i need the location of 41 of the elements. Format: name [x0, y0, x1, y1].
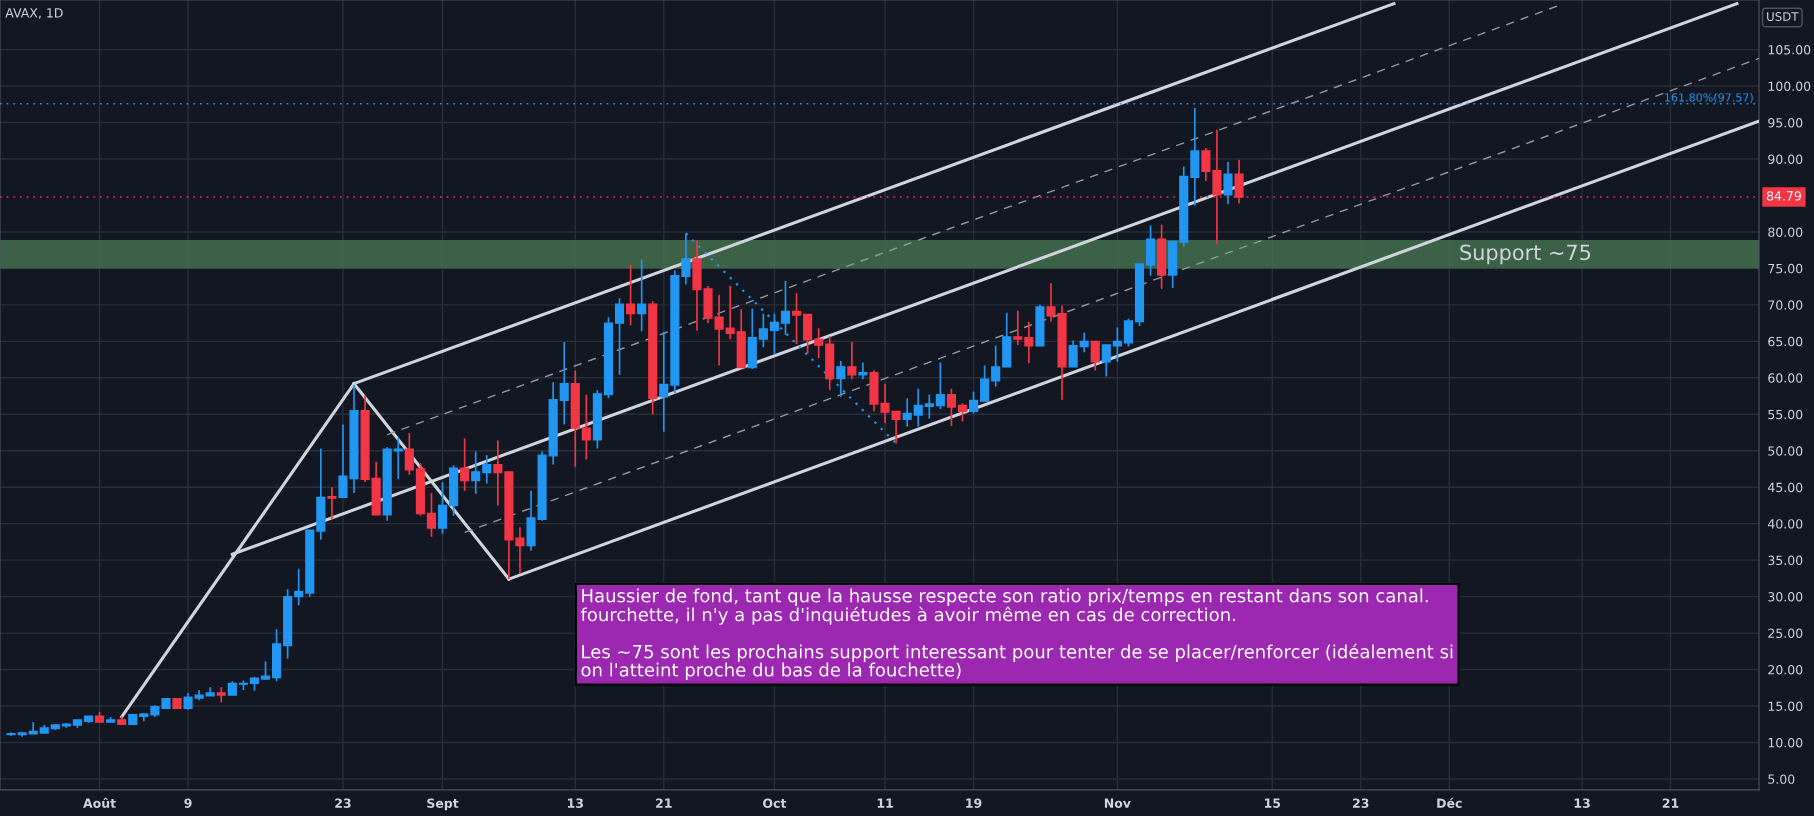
y-tick-label: 70.00	[1768, 300, 1803, 310]
x-tick-label: 23	[335, 798, 351, 808]
y-tick-label: 15.00	[1768, 701, 1803, 711]
y-tick-label: 60.00	[1768, 373, 1803, 383]
y-tick-label: 25.00	[1768, 628, 1803, 638]
x-tick-label: 15	[1264, 798, 1281, 808]
y-tick-label: 95.00	[1768, 118, 1803, 128]
y-tick-label: 50.00	[1768, 446, 1803, 456]
y-tick-label: 45.00	[1767, 482, 1803, 493]
ref-line-label: 161.80%(97.57)	[1665, 93, 1753, 103]
x-tick-label: 21	[656, 798, 672, 808]
y-tick-label: 65.00	[1768, 336, 1803, 347]
y-tick-label: 75.00	[1768, 263, 1803, 274]
y-axis-title: USDT	[1767, 12, 1799, 21]
y-tick-label: 90.00	[1768, 154, 1803, 164]
x-tick-label: Déc	[1437, 797, 1462, 808]
y-tick-label: 40.00	[1767, 519, 1803, 529]
x-tick-label: Oct	[763, 798, 787, 808]
band-label: Support ~75	[1460, 244, 1591, 265]
x-tick-label: Sept	[427, 798, 459, 811]
annotation: Haussier de fond, tant que la hausse respecte son ratio prix/temps en restant dans son canal. fourchette, il n'y a pas d'inquiétudes à avoir même en cas de correction. Les ~75 sont les prochains support interessant pour tenter de se placer/renforcer (idéalement si on l'atteint proche du bas de la fouchette)	[580, 588, 1453, 681]
x-tick-label: 21	[1662, 798, 1679, 808]
x-tick-label: 13	[1574, 798, 1590, 808]
x-tick-label: 23	[1353, 798, 1369, 808]
x-tick-label: Nov	[1104, 798, 1131, 808]
y-tick-label: 5.00	[1768, 774, 1795, 784]
y-tick-label: 100.00	[1768, 81, 1811, 91]
y-tick-label: 10.00	[1768, 737, 1803, 748]
x-tick-label: 9	[184, 798, 192, 808]
y-tick-label: 55.00	[1768, 409, 1803, 420]
ref-line-label: 84.79	[1766, 191, 1801, 201]
y-tick-label: 20.00	[1768, 665, 1803, 675]
y-tick-label: 80.00	[1768, 227, 1803, 237]
y-tick-label: 35.00	[1768, 555, 1803, 566]
x-tick-label: 13	[568, 798, 583, 808]
x-tick-label: 19	[966, 798, 982, 808]
text: AVAX, 1D	[5, 8, 63, 19]
x-tick-label: Août	[83, 797, 116, 808]
y-tick-label: 105.00	[1768, 45, 1811, 55]
x-tick-label: 11	[877, 798, 893, 808]
y-tick-label: 30.00	[1768, 592, 1803, 602]
